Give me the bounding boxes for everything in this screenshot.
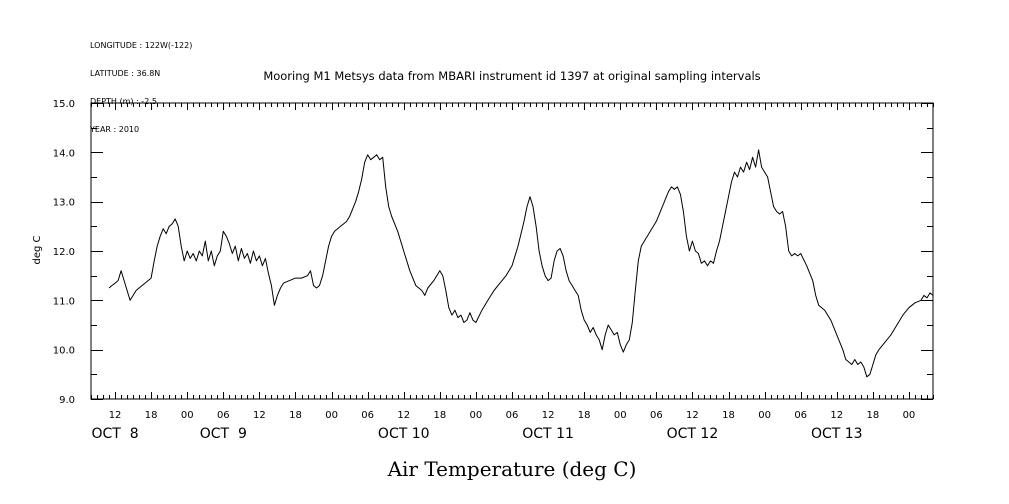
y-tick-label: 13.0 — [53, 198, 75, 209]
x-tick-label: 06 — [794, 410, 807, 421]
x-tick-label: 12 — [397, 410, 410, 421]
chart-title: Mooring M1 Metsys data from MBARI instru… — [263, 69, 760, 83]
y-tick-label: 11.0 — [53, 296, 75, 307]
x-tick-label: 06 — [650, 410, 663, 421]
x-tick-label: 00 — [758, 410, 771, 421]
x-tick-label: 12 — [830, 410, 843, 421]
y-tick-label: 9.0 — [59, 395, 75, 406]
x-tick-label: 00 — [903, 410, 916, 421]
x-tick-label: 12 — [686, 410, 699, 421]
x-tick-label: 00 — [325, 410, 338, 421]
y-tick-label: 14.0 — [53, 148, 75, 159]
x-day-label: OCT 13 — [811, 426, 863, 442]
plot-area: 9.0 10.0 11.0 12.0 13.0 14.0 15.0 12 18 00 06 12 18 0… — [53, 99, 934, 442]
x-tick-label: 06 — [217, 410, 230, 421]
x-tick-label: 00 — [181, 410, 194, 421]
x-tick-label: 18 — [433, 410, 446, 421]
latitude-text: LATITUDE : 36.8N — [90, 69, 161, 79]
data-series-line — [108, 149, 934, 378]
metadata-block: LONGITUDE : 122W(-122) LATITUDE : 36.8N … — [90, 22, 192, 144]
x-tick-label: 12 — [542, 410, 555, 421]
x-axis-label: Air Temperature (deg C) — [387, 457, 637, 481]
x-tick-label: 12 — [253, 410, 266, 421]
x-tick-label: 18 — [289, 410, 302, 421]
depth-text: DEPTH (m) : -2.5 — [90, 97, 157, 107]
x-day-label: OCT 11 — [522, 426, 574, 442]
y-axis-label: deg C — [32, 235, 43, 264]
x-tick-label: 18 — [578, 410, 591, 421]
x-tick-label: 06 — [361, 410, 374, 421]
x-tick-label: 00 — [470, 410, 483, 421]
plot-frame — [90, 102, 934, 400]
y-tick-label: 10.0 — [53, 346, 75, 357]
x-day-label: OCT 12 — [667, 426, 719, 442]
y-tick-label: 15.0 — [53, 99, 75, 110]
x-tick-label: 18 — [866, 410, 879, 421]
year-text: YEAR : 2010 — [90, 125, 140, 135]
x-day-label: OCT 9 — [200, 426, 247, 442]
y-tick-label: 12.0 — [53, 247, 75, 258]
x-tick-label: 18 — [145, 410, 158, 421]
longitude-text: LONGITUDE : 122W(-122) — [90, 40, 193, 50]
x-day-label: OCT 8 — [91, 426, 138, 442]
x-tick-label: 18 — [722, 410, 735, 421]
x-tick-label: 00 — [614, 410, 627, 421]
x-tick-label: 06 — [506, 410, 519, 421]
x-tick-label: 12 — [109, 410, 122, 421]
x-day-label: OCT 10 — [378, 426, 430, 442]
